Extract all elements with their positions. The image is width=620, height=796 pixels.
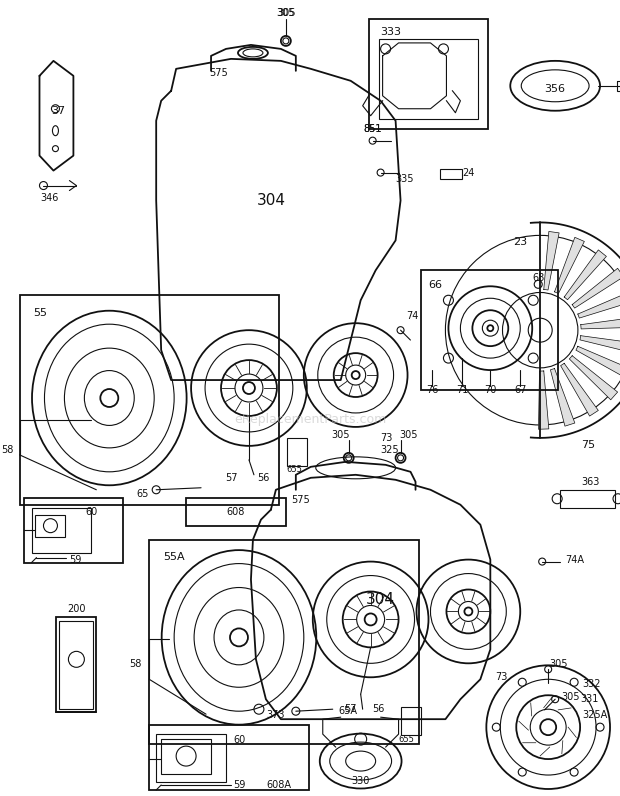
Text: 304: 304 (257, 193, 285, 208)
Text: 325: 325 (381, 445, 399, 455)
Bar (401, 707, 420, 736)
Text: 65: 65 (137, 489, 149, 499)
Text: 59: 59 (69, 555, 82, 564)
Text: 56: 56 (373, 704, 385, 714)
Bar (156, 734, 226, 782)
Text: 608A: 608A (266, 780, 291, 790)
Text: 74A: 74A (565, 555, 584, 564)
Polygon shape (564, 250, 606, 300)
Polygon shape (554, 237, 585, 294)
Bar (186, 498, 286, 525)
Text: 56: 56 (257, 473, 269, 483)
Text: 332: 332 (582, 679, 601, 689)
Text: 305: 305 (399, 430, 418, 440)
Polygon shape (551, 369, 575, 426)
Text: 335: 335 (396, 174, 414, 184)
Text: 68: 68 (532, 273, 544, 283)
Text: 851: 851 (363, 123, 382, 134)
Text: 200: 200 (67, 604, 86, 615)
Text: 75: 75 (581, 440, 595, 450)
Polygon shape (569, 356, 618, 400)
Bar (440, 169, 463, 178)
Bar (24, 498, 123, 563)
Text: 330: 330 (352, 776, 370, 786)
Bar (35, 515, 66, 537)
Text: 305: 305 (561, 693, 579, 702)
Text: 57: 57 (345, 704, 357, 714)
Text: 305: 305 (278, 8, 296, 18)
Text: 851: 851 (363, 123, 382, 134)
Text: 60: 60 (85, 507, 97, 517)
Bar (56, 618, 96, 712)
Bar (32, 508, 91, 552)
Text: 57: 57 (224, 473, 237, 483)
Text: 575: 575 (291, 495, 310, 505)
Text: 305: 305 (332, 430, 350, 440)
Text: 59: 59 (233, 780, 246, 790)
Bar (161, 739, 211, 774)
Text: 655: 655 (287, 466, 303, 474)
Bar (379, 39, 479, 119)
Polygon shape (576, 346, 620, 378)
Text: 71: 71 (456, 385, 469, 395)
Polygon shape (572, 268, 620, 308)
Text: 67: 67 (514, 385, 526, 395)
Bar (20, 295, 279, 505)
Text: 58: 58 (1, 445, 14, 455)
Text: 24: 24 (463, 168, 475, 178)
Bar (369, 19, 489, 129)
Polygon shape (539, 371, 549, 429)
Text: 23: 23 (513, 237, 528, 248)
Text: 304: 304 (366, 592, 395, 607)
Bar (60, 622, 94, 709)
Text: 73: 73 (495, 673, 508, 682)
Text: 37: 37 (51, 106, 66, 115)
Text: 305: 305 (549, 659, 567, 669)
Bar (420, 271, 558, 390)
Text: 363: 363 (581, 477, 600, 487)
Bar (149, 725, 309, 790)
Bar (287, 438, 307, 466)
Text: 60: 60 (233, 736, 246, 745)
Text: 305: 305 (277, 8, 295, 18)
Polygon shape (580, 336, 620, 353)
Polygon shape (578, 291, 620, 318)
Text: 373: 373 (266, 710, 285, 720)
Text: 331: 331 (580, 694, 598, 704)
Text: 73: 73 (381, 433, 393, 443)
Bar (560, 490, 615, 508)
Text: 66: 66 (428, 280, 443, 291)
Text: 55: 55 (33, 308, 48, 318)
Polygon shape (581, 317, 620, 329)
Text: eReplacementParts.com: eReplacementParts.com (234, 413, 387, 427)
Polygon shape (560, 363, 598, 416)
Text: 55A: 55A (163, 552, 185, 562)
Polygon shape (544, 232, 559, 290)
Text: 74: 74 (406, 311, 419, 322)
Text: 356: 356 (544, 84, 565, 94)
Text: 325A: 325A (582, 710, 608, 720)
Text: 333: 333 (381, 27, 402, 37)
Text: 655: 655 (399, 735, 414, 743)
Text: 70: 70 (484, 385, 497, 395)
Bar (617, 81, 620, 91)
Text: 58: 58 (129, 659, 141, 669)
Text: 608: 608 (227, 507, 245, 517)
Text: 575: 575 (210, 68, 228, 78)
Bar (149, 540, 418, 744)
Text: 65A: 65A (339, 706, 358, 716)
Text: 346: 346 (40, 193, 59, 202)
Text: 76: 76 (427, 385, 439, 395)
